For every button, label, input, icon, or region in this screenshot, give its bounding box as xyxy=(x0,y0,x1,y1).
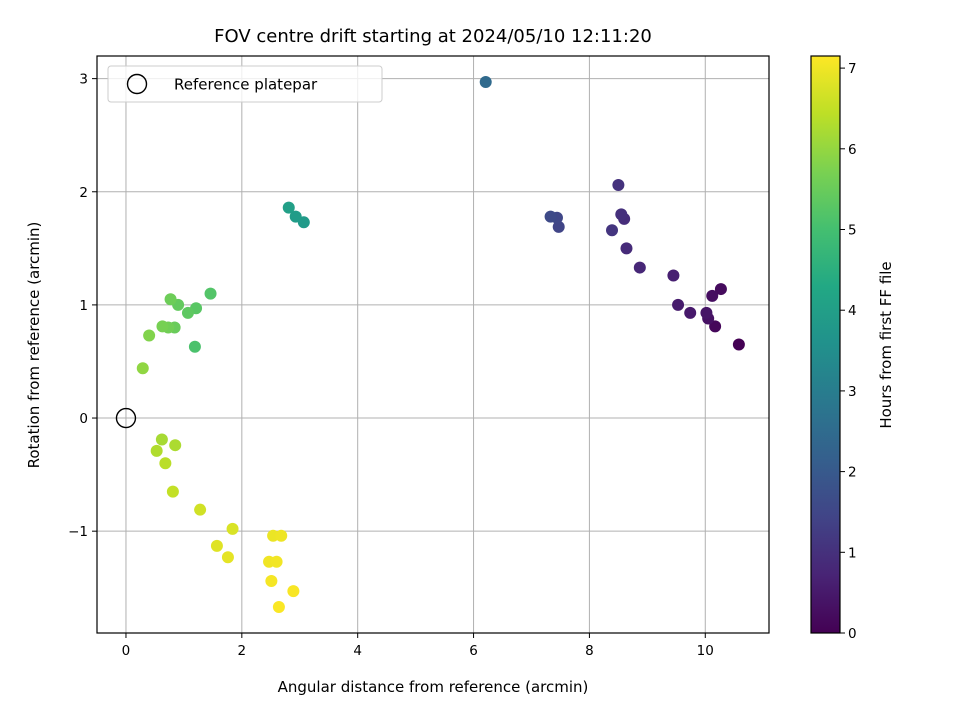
x-tick-label: 6 xyxy=(469,643,478,659)
colorbar-tick-label: 7 xyxy=(848,61,857,77)
x-axis-title: Angular distance from reference (arcmin) xyxy=(278,678,589,696)
x-tick-label: 2 xyxy=(238,643,247,659)
data-point xyxy=(150,444,163,457)
data-point xyxy=(143,329,156,342)
data-point xyxy=(181,306,194,319)
colorbar-frame xyxy=(810,55,841,634)
data-point xyxy=(166,485,179,498)
data-point xyxy=(210,539,223,552)
colorbar-tick-label: 4 xyxy=(848,303,857,319)
y-tick-label: 1 xyxy=(79,298,88,314)
y-tick-label: −1 xyxy=(68,524,88,540)
data-point xyxy=(272,600,285,613)
colorbar-tick-label: 1 xyxy=(848,545,857,561)
colorbar-tick-label: 0 xyxy=(848,626,857,642)
data-point xyxy=(136,362,149,375)
data-point xyxy=(204,287,217,300)
y-axis-title: Rotation from reference (arcmin) xyxy=(25,222,43,469)
y-axis-ticks: −1 0 1 2 3 xyxy=(68,72,97,540)
data-point xyxy=(620,242,633,255)
data-point xyxy=(275,529,288,542)
data-point xyxy=(479,76,492,89)
data-point xyxy=(156,320,169,333)
data-points xyxy=(136,76,745,613)
data-point xyxy=(612,178,625,191)
colorbar-label: Hours from first FF file xyxy=(877,261,895,428)
data-point xyxy=(270,555,283,568)
data-point xyxy=(226,522,239,535)
data-point xyxy=(194,503,207,516)
x-tick-label: 10 xyxy=(697,643,714,659)
data-point xyxy=(188,340,201,353)
x-tick-label: 8 xyxy=(585,643,594,659)
data-point xyxy=(164,293,177,306)
x-tick-label: 4 xyxy=(353,643,362,659)
data-point xyxy=(700,306,713,319)
y-tick-label: 2 xyxy=(79,185,88,201)
data-point xyxy=(282,201,295,214)
colorbar-tick-label: 5 xyxy=(848,223,857,239)
data-point xyxy=(714,283,727,296)
data-point xyxy=(672,298,685,311)
reference-platepar-marker xyxy=(115,407,137,429)
legend-marker-icon xyxy=(126,73,148,95)
data-point xyxy=(633,261,646,274)
y-tick-label: 3 xyxy=(79,72,88,88)
data-point xyxy=(709,320,722,333)
legend-label: Reference platepar xyxy=(174,76,318,94)
data-point xyxy=(606,224,619,237)
data-point xyxy=(265,574,278,587)
data-point xyxy=(552,220,565,233)
data-point xyxy=(155,433,168,446)
x-axis-ticks: 0 2 4 6 8 10 xyxy=(122,633,714,659)
data-point xyxy=(221,551,234,564)
data-point xyxy=(667,269,680,282)
x-tick-label: 0 xyxy=(122,643,131,659)
legend-box xyxy=(107,65,383,103)
data-point xyxy=(159,457,172,470)
data-point xyxy=(287,585,300,598)
legend: Reference platepar xyxy=(107,65,383,103)
colorbar-tick-label: 6 xyxy=(848,142,857,158)
y-tick-label: 0 xyxy=(79,411,88,427)
colorbar-ticks: 0 1 2 3 4 5 6 7 xyxy=(840,61,857,642)
data-point xyxy=(732,338,745,351)
data-point xyxy=(289,210,302,223)
data-point xyxy=(684,306,697,319)
data-point xyxy=(169,439,182,452)
data-point xyxy=(706,289,719,302)
colorbar-gradient xyxy=(811,56,840,633)
data-point xyxy=(544,210,557,223)
chart-title: FOV centre drift starting at 2024/05/10 … xyxy=(214,26,652,47)
data-point xyxy=(615,208,628,221)
colorbar: 0 1 2 3 4 5 6 7 Hours from first FF file xyxy=(810,55,895,642)
colorbar-tick-label: 2 xyxy=(848,465,857,481)
plot-frame xyxy=(96,55,770,634)
colorbar-tick-label: 3 xyxy=(848,384,857,400)
